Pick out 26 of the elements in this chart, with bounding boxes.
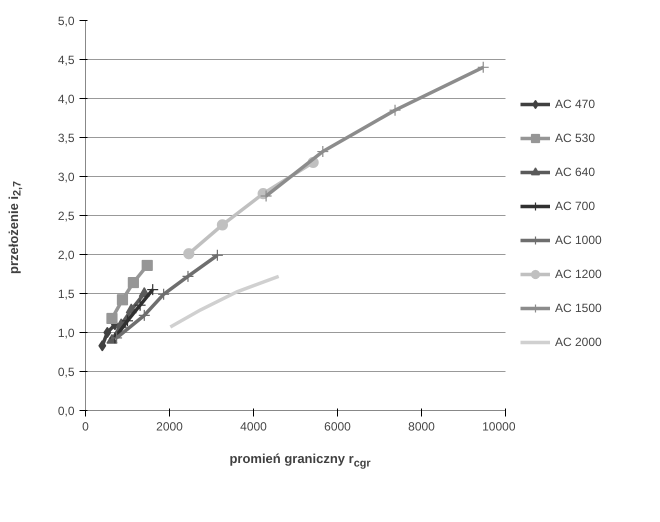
y-tick-label: 2,5 [58,209,75,223]
x-tick-label: 2000 [156,420,184,434]
y-tick-label: 0,0 [58,404,75,418]
y-tick-label: 3,5 [58,131,75,145]
x-tick-label: 10000 [482,420,516,434]
y-tick-label: 1,5 [58,287,75,301]
y-tick-label: 4,0 [58,92,75,106]
x-tick-label: 4000 [240,420,268,434]
y-tick-label: 2,0 [58,248,75,262]
legend-label: AC 1200 [555,266,602,280]
legend-label: AC 2000 [555,334,602,348]
y-tick-label: 4,5 [58,53,75,67]
y-tick-label: 0,5 [58,365,75,379]
x-tick-label: 0 [82,420,90,434]
legend-label: AC 1500 [555,300,602,314]
legend-label: AC 1000 [555,232,602,246]
y-tick-label: 3,0 [58,170,75,184]
y-tick-label: 5,0 [58,14,75,28]
legend-label: AC 640 [555,164,596,178]
x-tick-label: 8000 [408,420,436,434]
legend-label: AC 700 [555,198,596,212]
legend-label: AC 470 [555,96,596,110]
x-tick-label: 6000 [324,420,352,434]
legend-label: AC 530 [555,130,596,144]
x-axis-title: promień graniczny r$_{cgr}$ [229,450,371,472]
y-tick-label: 1,0 [58,326,75,340]
